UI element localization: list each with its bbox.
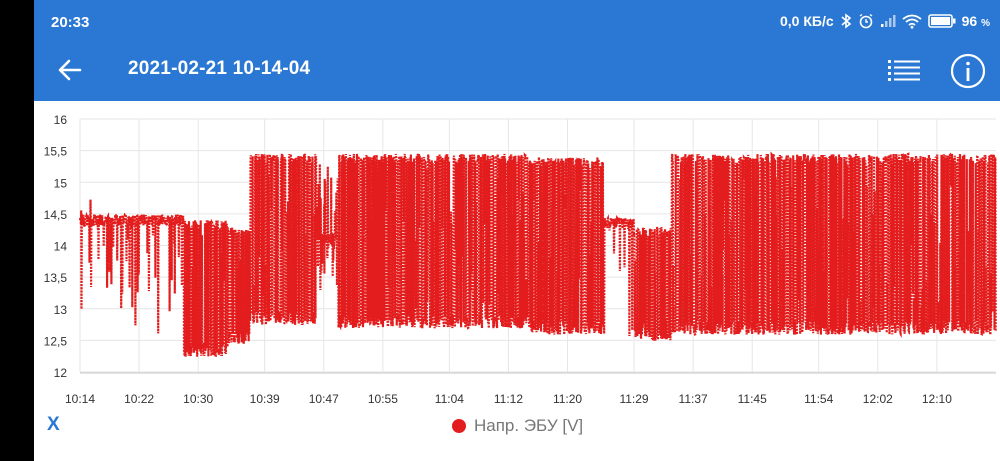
status-bar: 20:33 0,0 КБ/с 96 % bbox=[34, 0, 1000, 44]
chart-legend: Напр. ЭБУ [V] bbox=[452, 416, 583, 436]
y-tick-label: 15 bbox=[54, 176, 68, 190]
x-tick-label: 11:29 bbox=[619, 392, 648, 406]
x-tick-label: 10:14 bbox=[65, 392, 95, 406]
info-icon bbox=[950, 53, 986, 89]
app-bar: 20:33 0,0 КБ/с 96 % bbox=[34, 0, 1000, 101]
y-tick-label: 15,5 bbox=[44, 145, 68, 159]
x-tick-label: 12:02 bbox=[863, 392, 893, 406]
chart-svg: 12 12,5 13 13,5 14 14,5 15 15,5 16 10:14 10:22 10:3… bbox=[44, 113, 997, 406]
list-button[interactable] bbox=[886, 54, 922, 90]
y-tick-label: 13,5 bbox=[44, 271, 68, 285]
x-tick-label: 11:20 bbox=[553, 392, 582, 406]
y-tick-label: 13 bbox=[54, 303, 68, 317]
app-screen: 20:33 0,0 КБ/с 96 % bbox=[34, 0, 1000, 461]
x-tick-label: 10:47 bbox=[309, 392, 339, 406]
x-tick-label: 11:04 bbox=[435, 392, 464, 406]
x-tick-label: 11:54 bbox=[804, 392, 833, 406]
y-tick-label: 12 bbox=[54, 366, 68, 380]
bluetooth-icon bbox=[840, 13, 852, 29]
legend-label: Напр. ЭБУ [V] bbox=[474, 416, 584, 435]
x-tick-label: 10:22 bbox=[124, 392, 154, 406]
x-tick-label: 11:45 bbox=[738, 392, 767, 406]
net-speed: 0,0 КБ/с bbox=[779, 13, 834, 29]
x-tick-label: 10:30 bbox=[183, 392, 213, 406]
x-tick-label: 10:39 bbox=[250, 392, 280, 406]
toolbar: 2021-02-21 10-14-04 bbox=[34, 44, 1000, 101]
list-icon bbox=[888, 60, 920, 81]
wifi-icon bbox=[902, 14, 922, 29]
back-button[interactable] bbox=[54, 54, 86, 86]
y-tick-label: 16 bbox=[54, 113, 68, 127]
x-tick-label: 11:12 bbox=[494, 392, 523, 406]
x-tick-label: 11:37 bbox=[679, 392, 708, 406]
x-tick-label: 12:10 bbox=[922, 392, 952, 406]
signal-icon bbox=[880, 14, 896, 28]
series-line-ecu-voltage bbox=[78, 151, 997, 358]
battery-icon bbox=[927, 14, 956, 28]
voltage-chart[interactable]: 12 12,5 13 13,5 14 14,5 15 15,5 16 10:14 10:22 10:3… bbox=[34, 101, 1000, 411]
page-title: 2021-02-21 10-14-04 bbox=[128, 58, 311, 79]
alarm-icon bbox=[858, 13, 874, 29]
battery-percent: 96 % bbox=[961, 13, 990, 29]
status-icons: 0,0 КБ/с 96 % bbox=[780, 13, 990, 29]
y-tick-label: 14,5 bbox=[44, 208, 68, 222]
x-tick-label: 10:55 bbox=[368, 392, 398, 406]
status-time: 20:33 bbox=[51, 14, 90, 31]
arrow-left-icon bbox=[58, 59, 82, 81]
x-axis-button[interactable]: X bbox=[47, 414, 60, 435]
y-tick-label: 12,5 bbox=[44, 334, 68, 348]
info-button[interactable] bbox=[949, 52, 987, 90]
legend-marker bbox=[452, 419, 466, 433]
y-tick-label: 14 bbox=[54, 240, 68, 254]
